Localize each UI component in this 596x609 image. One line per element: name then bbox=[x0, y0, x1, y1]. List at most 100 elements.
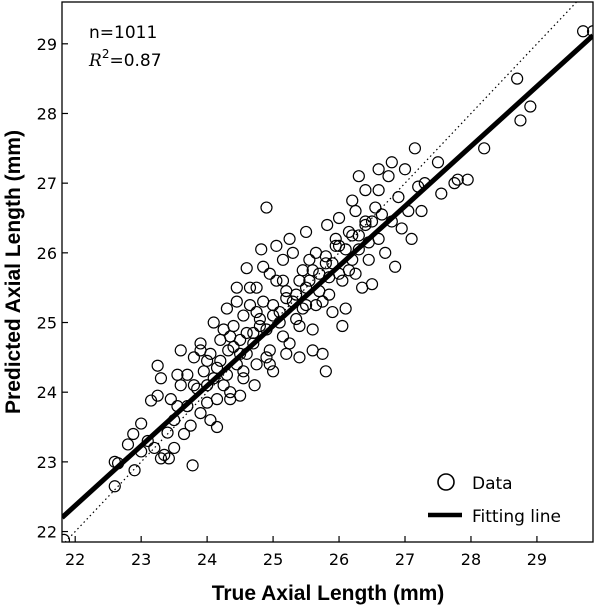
data-point-156 bbox=[194, 406, 207, 420]
data-point-125 bbox=[247, 337, 260, 350]
data-point-143 bbox=[365, 215, 379, 228]
data-point-108 bbox=[435, 187, 448, 200]
data-point-139 bbox=[339, 243, 352, 256]
data-point-145 bbox=[237, 365, 250, 378]
data-point-118 bbox=[201, 354, 214, 367]
data-point-187 bbox=[319, 365, 332, 378]
data-point-47 bbox=[243, 298, 257, 312]
data-point-159 bbox=[177, 427, 191, 441]
data-point-7 bbox=[135, 417, 148, 430]
data-point-140 bbox=[346, 229, 359, 242]
y-tick-label-24: 24 bbox=[37, 383, 57, 402]
data-point-182 bbox=[385, 156, 398, 169]
data-point-174 bbox=[323, 288, 336, 301]
data-point-119 bbox=[207, 372, 220, 385]
data-point-161 bbox=[230, 295, 243, 308]
data-point-135 bbox=[313, 267, 326, 280]
data-point-55 bbox=[263, 267, 276, 280]
data-point-113 bbox=[511, 72, 524, 85]
y-tick-label-22: 22 bbox=[37, 523, 57, 542]
y-tick-label-23: 23 bbox=[37, 453, 57, 472]
data-point-51 bbox=[253, 319, 266, 333]
x-axis-title: True Axial Length (mm) bbox=[212, 582, 445, 605]
data-point-115 bbox=[524, 100, 537, 113]
data-point-132 bbox=[293, 274, 306, 287]
data-point-184 bbox=[280, 347, 293, 360]
y-tick-label-25: 25 bbox=[37, 314, 57, 333]
data-point-75 bbox=[321, 218, 334, 232]
data-point-190 bbox=[194, 344, 207, 357]
data-point-97 bbox=[389, 260, 402, 273]
data-point-167 bbox=[224, 386, 237, 399]
data-point-28 bbox=[197, 365, 210, 378]
data-point-142 bbox=[359, 218, 372, 232]
data-point-35 bbox=[217, 379, 230, 392]
y-tick-label-28: 28 bbox=[37, 104, 57, 123]
data-point-117 bbox=[586, 25, 593, 38]
data-point-120 bbox=[214, 354, 227, 367]
data-point-172 bbox=[296, 302, 309, 315]
data-point-24 bbox=[186, 459, 199, 472]
legend: Data Fitting line bbox=[428, 473, 561, 527]
y-tick-label-29: 29 bbox=[37, 35, 57, 54]
y-tick-label-26: 26 bbox=[37, 244, 57, 263]
data-point-110 bbox=[451, 173, 464, 186]
data-point-189 bbox=[154, 372, 168, 385]
data-point-46 bbox=[240, 262, 253, 275]
data-point-188 bbox=[260, 201, 273, 214]
legend-label-fit: Fitting line bbox=[472, 507, 561, 527]
data-point-181 bbox=[372, 184, 385, 197]
data-point-18 bbox=[168, 441, 181, 455]
y-axis-title: Predicted Axial Length (mm) bbox=[2, 130, 25, 414]
data-point-90 bbox=[369, 201, 382, 214]
data-point-21 bbox=[174, 344, 187, 357]
data-point-192 bbox=[171, 368, 184, 381]
data-point-111 bbox=[461, 173, 474, 186]
plot-frame bbox=[61, 1, 594, 543]
identity-reference-line bbox=[64, 2, 578, 542]
x-tick-label-22: 22 bbox=[65, 550, 85, 569]
data-point-22 bbox=[181, 368, 194, 381]
data-point-100 bbox=[398, 163, 412, 176]
data-point-89 bbox=[365, 278, 379, 291]
data-point-165 bbox=[283, 232, 296, 246]
x-tick-label-24: 24 bbox=[197, 550, 217, 569]
data-point-41 bbox=[230, 281, 243, 294]
data-point-99 bbox=[395, 222, 408, 235]
data-point-98 bbox=[392, 190, 405, 204]
data-point-141 bbox=[352, 229, 365, 242]
data-point-95 bbox=[382, 170, 395, 183]
data-point-8 bbox=[127, 427, 140, 441]
data-point-58 bbox=[270, 274, 283, 287]
data-point-112 bbox=[478, 142, 491, 155]
x-tick-label-25: 25 bbox=[263, 550, 283, 569]
data-point-80 bbox=[336, 319, 349, 333]
data-point-157 bbox=[201, 379, 214, 392]
data-point-84 bbox=[349, 204, 362, 218]
data-point-173 bbox=[309, 298, 323, 312]
annotation-n: n=1011 bbox=[89, 23, 157, 43]
data-point-103 bbox=[408, 142, 422, 155]
data-point-147 bbox=[263, 344, 276, 357]
data-point-31 bbox=[207, 316, 220, 329]
data-point-152 bbox=[329, 232, 342, 246]
data-point-130 bbox=[280, 285, 293, 298]
x-tick-label-23: 23 bbox=[131, 550, 151, 569]
data-point-23 bbox=[184, 419, 197, 432]
data-point-138 bbox=[332, 239, 346, 252]
data-point-10 bbox=[148, 441, 161, 455]
data-point-0 bbox=[62, 533, 71, 542]
data-point-63 bbox=[286, 246, 299, 259]
data-point-160 bbox=[217, 323, 230, 336]
data-point-124 bbox=[240, 326, 253, 340]
data-point-57 bbox=[266, 365, 280, 378]
data-point-44 bbox=[237, 309, 250, 322]
data-point-20 bbox=[174, 379, 187, 392]
data-point-16 bbox=[162, 452, 175, 465]
data-point-183 bbox=[352, 170, 365, 183]
data-point-14 bbox=[154, 452, 168, 465]
data-point-162 bbox=[243, 281, 257, 294]
data-point-150 bbox=[303, 253, 316, 266]
data-point-60 bbox=[276, 253, 290, 266]
data-point-186 bbox=[306, 344, 319, 357]
